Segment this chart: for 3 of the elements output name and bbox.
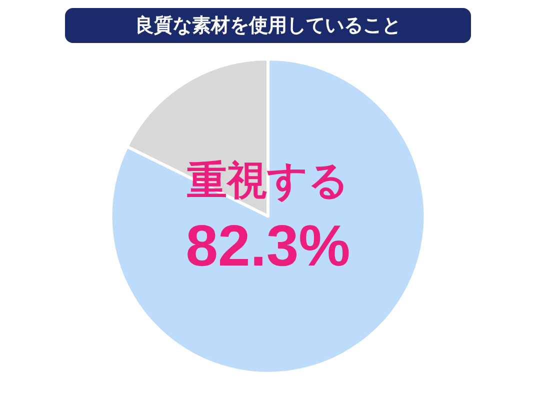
chart-title: 良質な素材を使用していること: [135, 14, 401, 36]
slice-label: 重視する: [187, 158, 349, 204]
data-label: 82.3%: [186, 214, 350, 279]
